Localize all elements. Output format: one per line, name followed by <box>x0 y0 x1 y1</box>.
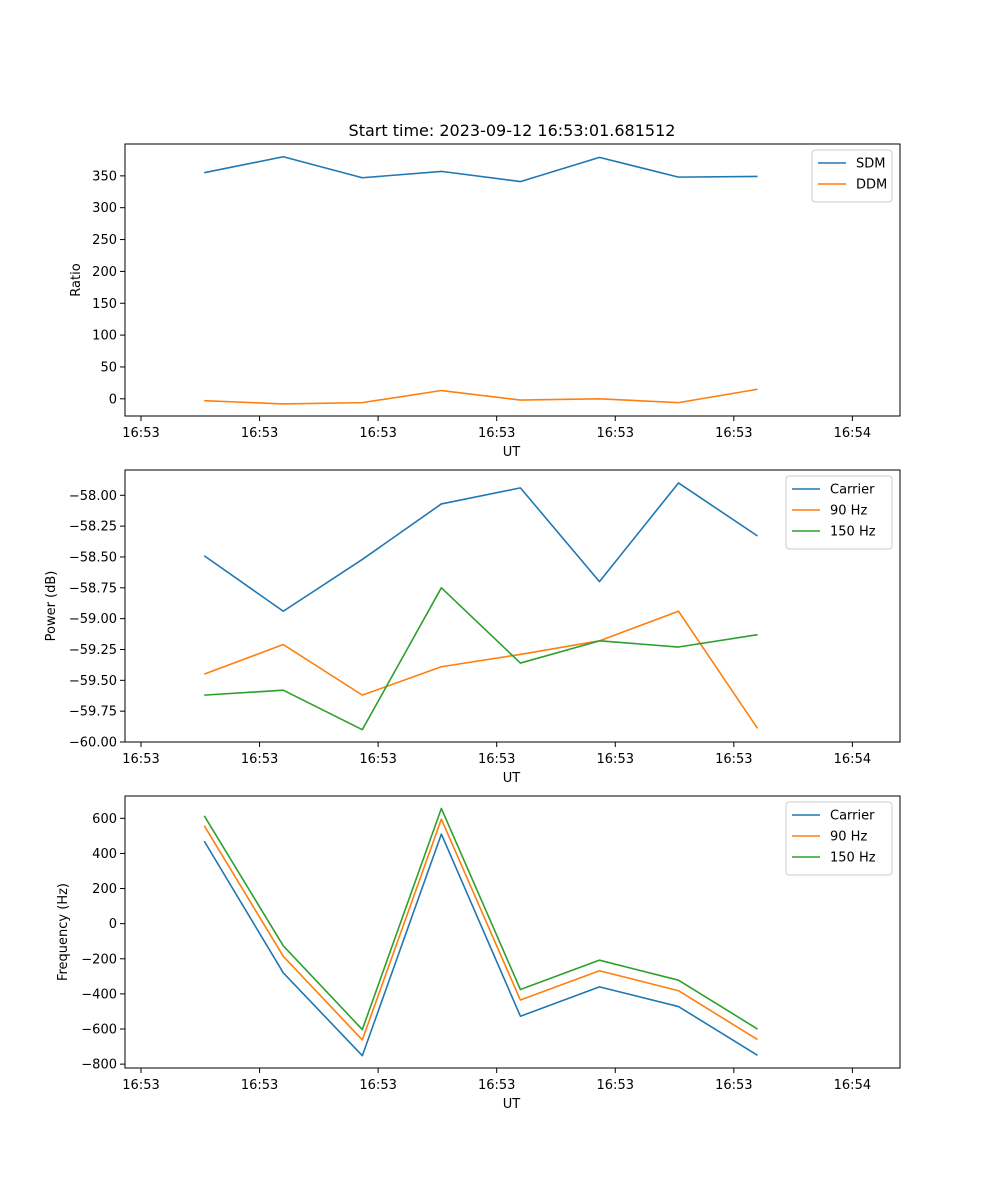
legend: SDM DDM <box>811 149 893 203</box>
series-line-90-hz <box>203 818 758 1041</box>
y-tick-label: 400 <box>92 847 117 862</box>
x-tick-label: 16:53 <box>122 1078 159 1093</box>
legend: Carrier 90 Hz 150 Hz <box>785 475 893 550</box>
y-tick-label: −200 <box>81 952 117 967</box>
y-tick-label: −600 <box>81 1023 117 1038</box>
y-tick-label: 100 <box>92 329 117 344</box>
series-line-carrier <box>203 833 758 1057</box>
y-tick-label: −58.50 <box>69 550 117 565</box>
frequency-panel: 16:53 16:53 16:53 16:53 16:53 16:53 16:54 −800 −… <box>56 795 901 1112</box>
y-tick-label: 200 <box>92 882 117 897</box>
x-tick-label: 16:54 <box>834 1078 871 1093</box>
x-tick-label: 16:53 <box>122 752 159 767</box>
legend-label: 90 Hz <box>830 504 867 519</box>
y-tick-label: −59.00 <box>69 612 117 627</box>
figure-title: Start time: 2023-09-12 16:53:01.681512 <box>349 121 676 140</box>
x-tick-label: 16:53 <box>122 426 159 441</box>
y-tick-label: 350 <box>92 169 117 184</box>
y-tick-label: 0 <box>109 392 117 407</box>
x-tick-label: 16:53 <box>715 426 752 441</box>
y-tick-label: −800 <box>81 1058 117 1073</box>
legend-label: 150 Hz <box>830 525 876 540</box>
series-line-sdm <box>204 155 758 183</box>
y-tick-label: 300 <box>92 201 117 216</box>
y-tick-label: 600 <box>92 812 117 827</box>
x-tick-label: 16:53 <box>241 1078 278 1093</box>
x-tick-label: 16:53 <box>715 1078 752 1093</box>
y-tick-label: −58.75 <box>69 581 117 596</box>
y-axis-label: Power (dB) <box>44 571 59 642</box>
legend-label: 90 Hz <box>830 830 867 845</box>
x-tick-label: 16:53 <box>478 752 515 767</box>
y-tick-label: 250 <box>92 233 117 248</box>
plot-frame <box>124 143 901 417</box>
legend: Carrier 90 Hz 150 Hz <box>785 801 893 876</box>
legend-label: Carrier <box>830 483 875 498</box>
x-tick-label: 16:53 <box>715 752 752 767</box>
y-tick-label: 150 <box>92 297 117 312</box>
x-tick-label: 16:53 <box>241 752 278 767</box>
x-axis-label: UT <box>503 445 521 460</box>
ratio-panel: 16:53 16:53 16:53 16:53 16:53 16:53 16:54 0 50 10… <box>69 143 901 460</box>
plot-frame <box>124 469 901 743</box>
plot-frame <box>124 795 901 1069</box>
series-line-150-hz <box>204 587 758 731</box>
x-tick-label: 16:53 <box>478 1078 515 1093</box>
series-line-ddm <box>204 388 758 405</box>
x-tick-label: 16:53 <box>241 426 278 441</box>
x-tick-label: 16:53 <box>359 426 396 441</box>
series-line-90-hz <box>203 610 759 729</box>
x-tick-label: 16:53 <box>597 1078 634 1093</box>
x-tick-label: 16:53 <box>597 426 634 441</box>
legend-label: DDM <box>856 178 887 193</box>
x-axis-label: UT <box>503 1097 521 1112</box>
y-tick-label: −59.25 <box>69 643 117 658</box>
y-tick-label: −400 <box>81 987 117 1002</box>
x-tick-label: 16:53 <box>359 752 396 767</box>
x-tick-label: 16:53 <box>597 752 634 767</box>
legend-label: SDM <box>856 157 885 172</box>
y-tick-label: 200 <box>92 265 117 280</box>
series-line-150-hz <box>203 807 758 1031</box>
y-tick-label: 0 <box>109 917 117 932</box>
power-panel: 16:53 16:53 16:53 16:53 16:53 16:53 16:54 −60.0… <box>44 469 901 786</box>
x-tick-label: 16:54 <box>834 752 871 767</box>
y-axis-label: Ratio <box>69 263 84 296</box>
series-line-carrier <box>203 482 758 613</box>
y-tick-label: −58.25 <box>69 520 117 535</box>
y-tick-label: −59.50 <box>69 674 117 689</box>
legend-label: 150 Hz <box>830 851 876 866</box>
y-tick-label: −58.00 <box>69 489 117 504</box>
y-tick-label: −60.00 <box>69 736 117 751</box>
legend-label: Carrier <box>830 809 875 824</box>
y-tick-label: −59.75 <box>69 705 117 720</box>
x-axis-label: UT <box>503 771 521 786</box>
y-tick-label: 50 <box>100 360 117 375</box>
y-axis-label: Frequency (Hz) <box>56 883 71 981</box>
x-tick-label: 16:54 <box>834 426 871 441</box>
x-tick-label: 16:53 <box>359 1078 396 1093</box>
x-tick-label: 16:53 <box>478 426 515 441</box>
